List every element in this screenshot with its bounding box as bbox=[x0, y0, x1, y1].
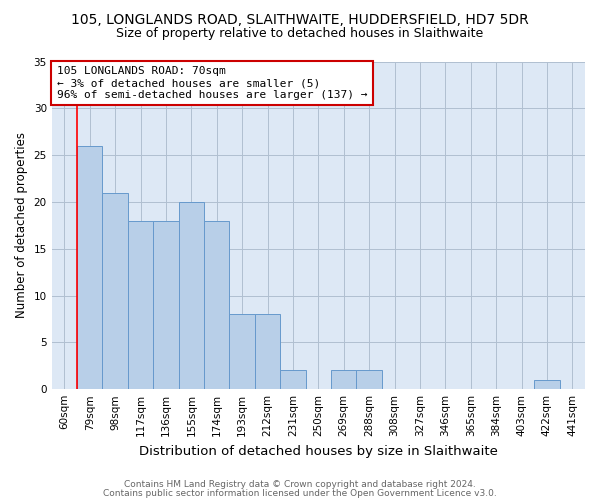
Bar bbox=[128, 220, 153, 389]
Text: 105 LONGLANDS ROAD: 70sqm
← 3% of detached houses are smaller (5)
96% of semi-de: 105 LONGLANDS ROAD: 70sqm ← 3% of detach… bbox=[57, 66, 367, 100]
Text: 105, LONGLANDS ROAD, SLAITHWAITE, HUDDERSFIELD, HD7 5DR: 105, LONGLANDS ROAD, SLAITHWAITE, HUDDER… bbox=[71, 12, 529, 26]
Bar bbox=[204, 220, 229, 389]
Bar bbox=[103, 192, 128, 389]
Text: Contains public sector information licensed under the Open Government Licence v3: Contains public sector information licen… bbox=[103, 489, 497, 498]
Bar bbox=[331, 370, 356, 389]
Bar bbox=[255, 314, 280, 389]
Bar bbox=[179, 202, 204, 389]
Text: Contains HM Land Registry data © Crown copyright and database right 2024.: Contains HM Land Registry data © Crown c… bbox=[124, 480, 476, 489]
Text: Size of property relative to detached houses in Slaithwaite: Size of property relative to detached ho… bbox=[116, 28, 484, 40]
Bar bbox=[229, 314, 255, 389]
Bar bbox=[534, 380, 560, 389]
Bar bbox=[280, 370, 305, 389]
Bar bbox=[77, 146, 103, 389]
Bar bbox=[356, 370, 382, 389]
X-axis label: Distribution of detached houses by size in Slaithwaite: Distribution of detached houses by size … bbox=[139, 444, 498, 458]
Bar bbox=[153, 220, 179, 389]
Y-axis label: Number of detached properties: Number of detached properties bbox=[15, 132, 28, 318]
